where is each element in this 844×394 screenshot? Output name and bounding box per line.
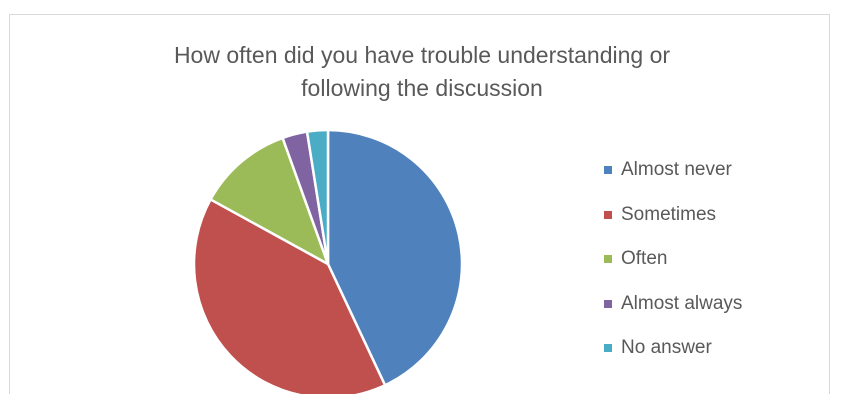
legend: Almost never Sometimes Often Almost alwa… xyxy=(604,155,742,378)
legend-item-no-answer: No answer xyxy=(604,333,742,378)
legend-swatch-often xyxy=(604,255,612,263)
legend-label-often: Often xyxy=(621,248,668,269)
chart-title-line-2: following the discussion xyxy=(301,75,543,101)
legend-swatch-almost-always xyxy=(604,299,612,308)
pie-slices xyxy=(192,128,464,394)
pie-slice-almost-never xyxy=(326,128,464,387)
chart-title: How often did you have trouble understan… xyxy=(0,39,844,105)
legend-label-almost-always: Almost always xyxy=(621,292,743,314)
legend-item-almost-never: Almost never xyxy=(604,155,742,200)
legend-swatch-no-answer xyxy=(604,344,612,352)
pie-slice-often xyxy=(209,136,330,266)
chart-title-line-1: How often did you have trouble understan… xyxy=(173,42,671,68)
legend-item-sometimes: Sometimes xyxy=(604,200,742,245)
legend-swatch-sometimes xyxy=(604,210,612,219)
legend-label-no-answer: No answer xyxy=(621,337,712,358)
legend-swatch-almost-never xyxy=(604,166,612,174)
legend-item-almost-always: Almost always xyxy=(604,289,742,334)
legend-label-sometimes: Sometimes xyxy=(621,203,717,225)
pie-slice-sometimes xyxy=(192,198,387,394)
legend-item-often: Often xyxy=(604,244,742,289)
legend-label-almost-never: Almost never xyxy=(621,159,732,180)
pie-slice-no-answer xyxy=(305,128,330,266)
